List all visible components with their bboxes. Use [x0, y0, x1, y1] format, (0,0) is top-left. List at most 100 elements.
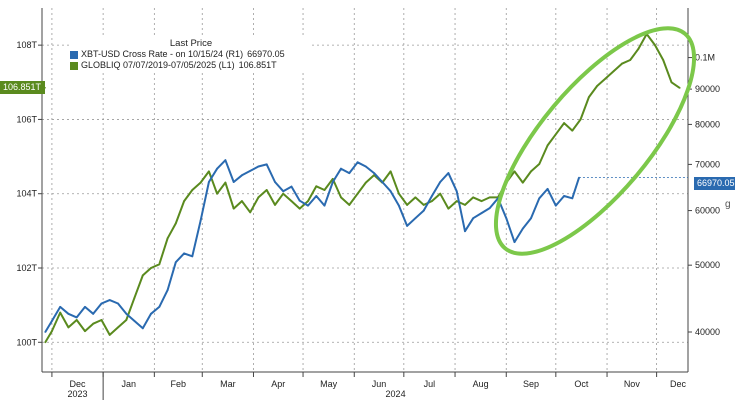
month-tick-label: Jan	[121, 379, 136, 389]
xbt-data-point	[274, 181, 276, 183]
globliq-data-point	[249, 211, 252, 214]
xbt-data-point	[530, 217, 532, 220]
globliq-data-point	[422, 204, 425, 206]
globliq-data-point	[348, 204, 351, 206]
xbt-data-point	[406, 225, 408, 227]
xbt-data-point	[100, 302, 103, 305]
xbt-data-point	[480, 212, 483, 215]
month-tick-label: Aug	[473, 379, 489, 389]
xbt-data-point	[224, 159, 227, 162]
month-tick-label: Dec	[670, 379, 687, 389]
globliq-data-point	[166, 237, 169, 240]
xbt-data-point	[455, 190, 458, 193]
globliq-data-point	[389, 170, 392, 173]
globliq-data-point	[100, 319, 103, 321]
legend-value-xbt: 66970.05	[247, 49, 285, 59]
globliq-data-point	[307, 200, 309, 203]
globliq-data-point	[662, 59, 665, 61]
xbt-data-point	[464, 230, 466, 233]
xbt-data-point	[141, 327, 144, 330]
left-tick-label: 102T	[16, 263, 37, 273]
xbt-data-point	[133, 320, 136, 322]
xbt-data-point	[75, 316, 78, 319]
globliq-data-point	[51, 330, 53, 332]
month-tick-label: Feb	[171, 379, 187, 389]
right-tick-label: 80000	[695, 119, 720, 129]
xbt-data-point	[265, 163, 268, 166]
legend-swatch-globliq	[70, 61, 78, 70]
legend-entry-globliq: GLOBLIQ 07/07/2019-07/05/2025 (L1) 106.8…	[70, 60, 312, 71]
globliq-data-point	[257, 196, 260, 199]
xbt-data-point	[241, 174, 243, 177]
month-tick-label: Nov	[624, 379, 641, 389]
globliq-data-point	[241, 200, 243, 203]
xbt-data-point	[298, 199, 301, 202]
xbt-data-point	[199, 219, 202, 222]
xbt-data-point	[67, 312, 70, 315]
globliq-data-point	[621, 62, 623, 65]
xbt-data-point	[356, 161, 359, 164]
globliq-data-point	[183, 200, 186, 203]
xbt-data-point	[513, 241, 516, 244]
xbt-data-point	[488, 207, 491, 210]
right-tick-label: 70000	[695, 159, 720, 169]
globliq-data-point	[637, 48, 640, 50]
right-tick-label: 0.1M	[695, 53, 715, 63]
xbt-data-point	[505, 217, 508, 220]
globliq-data-point	[216, 192, 219, 195]
globliq-data-point	[232, 207, 235, 210]
globliq-data-point	[67, 326, 70, 329]
globliq-data-point	[612, 70, 615, 72]
globliq-data-point	[199, 181, 202, 184]
xbt-data-point	[439, 181, 442, 183]
axis-layer: 100T 102T 104T 106T 108T 40000 50000 60000 70000…	[16, 8, 731, 400]
highlight-ellipse	[493, 26, 697, 256]
legend-label-globliq: GLOBLIQ 07/07/2019-07/05/2025 (L1)	[81, 60, 235, 70]
globliq-data-point	[125, 319, 128, 321]
xbt-data-point	[290, 185, 293, 188]
globliq-data-point	[670, 81, 673, 84]
xbt-data-point	[315, 195, 318, 197]
xbt-data-point	[150, 312, 152, 315]
right-tick-label: 40000	[695, 327, 720, 337]
series-layer	[44, 33, 681, 344]
globliq-data-point	[315, 185, 318, 188]
left-last-price-badge: 106.851T	[0, 81, 45, 94]
globliq-data-point	[464, 204, 466, 206]
legend: Last Price XBT-USD Cross Rate - on 10/15…	[70, 38, 312, 73]
globliq-data-point	[323, 189, 326, 191]
month-tick-label: Oct	[574, 379, 589, 389]
globliq-data-point	[579, 118, 582, 121]
month-tick-label: Jun	[372, 379, 387, 389]
xbt-data-point	[398, 204, 400, 207]
xbt-data-point	[216, 167, 219, 170]
globliq-data-point	[150, 267, 152, 269]
globliq-data-point	[563, 122, 565, 124]
globliq-data-point	[654, 44, 656, 46]
globliq-data-point	[331, 178, 334, 180]
xbt-data-point	[117, 302, 119, 305]
globliq-data-point	[472, 196, 475, 199]
globliq-data-point	[588, 96, 590, 98]
xbt-data-point	[521, 227, 524, 230]
xbt-data-point	[59, 306, 62, 308]
globliq-data-point	[447, 207, 450, 210]
xbt-data-point	[323, 204, 326, 207]
left-tick-label: 104T	[16, 189, 37, 199]
right-last-price-badge: 66970.05	[694, 177, 735, 190]
globliq-data-point	[133, 296, 136, 299]
globliq-data-point	[290, 200, 293, 203]
globliq-data-point	[455, 200, 458, 203]
globliq-data-point	[398, 192, 400, 195]
left-tick-label: 106T	[16, 114, 37, 124]
globliq-data-point	[274, 204, 276, 206]
globliq-data-point	[546, 144, 549, 147]
globliq-data-point	[84, 330, 86, 332]
globliq-data-point	[439, 192, 442, 195]
globliq-data-point	[513, 170, 516, 173]
globliq-series-line	[44, 33, 681, 343]
globliq-data-point	[224, 181, 227, 184]
xbt-data-point	[44, 331, 47, 333]
right-axis-extra-label: g	[725, 199, 731, 210]
